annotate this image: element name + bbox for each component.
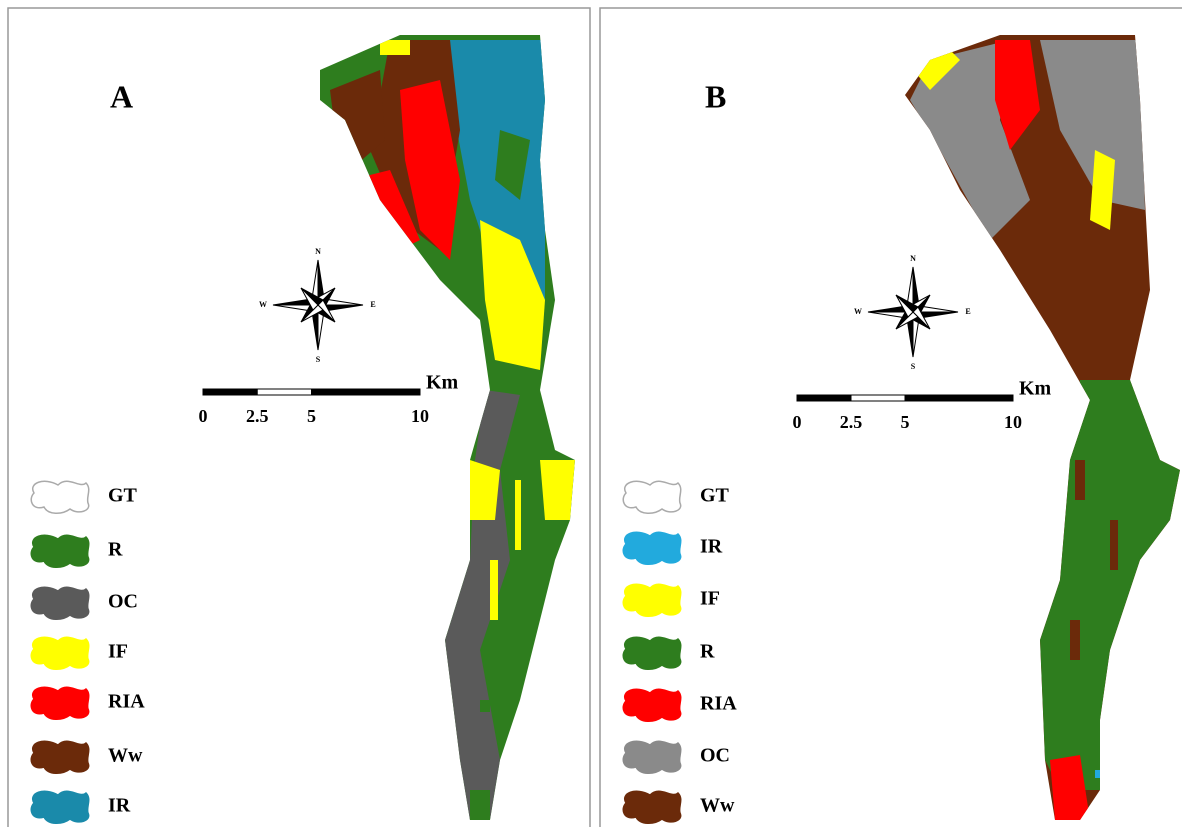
compass-label: W (259, 300, 267, 309)
legend-swatch (623, 637, 681, 669)
legend-label: GT (108, 485, 138, 507)
scale-segment (312, 389, 421, 395)
scale-segment (905, 395, 1013, 401)
scale-unit: Km (1019, 378, 1052, 400)
legend-swatch (623, 689, 681, 721)
legend-swatch (31, 741, 89, 773)
legend-label: R (108, 539, 123, 561)
map-a (300, 20, 600, 827)
scale-unit: Km (426, 372, 459, 394)
legend-label: Ww (700, 795, 735, 817)
compass-label: N (315, 247, 321, 256)
scale-segment (797, 395, 851, 401)
scale-tick-label: 0 (793, 412, 802, 432)
legend-swatch (31, 687, 89, 719)
legend-label: OC (700, 745, 730, 767)
legend-swatch (623, 791, 681, 823)
compass-label: E (370, 300, 375, 309)
scale-tick-label: 5 (307, 406, 316, 426)
compass-label: N (910, 254, 916, 263)
panel-label: B (705, 78, 726, 114)
legend-label: Ww (108, 745, 143, 767)
map-b (890, 20, 1182, 827)
legend-label: RIA (700, 693, 737, 715)
legend-label: R (700, 641, 715, 663)
compass-label: S (316, 355, 321, 364)
legend-swatch (31, 587, 89, 619)
legend-swatch (623, 532, 681, 564)
legend-swatch (31, 535, 89, 567)
scale-tick-label: 2.5 (840, 412, 863, 432)
legend-swatch (623, 741, 681, 773)
legend-label: OC (108, 591, 138, 613)
scale-tick-label: 0 (199, 406, 208, 426)
scale-segment (203, 389, 257, 395)
scale-tick-label: 10 (1004, 412, 1022, 432)
compass (868, 267, 958, 357)
legend-label: GT (700, 485, 730, 507)
scale-tick-label: 5 (901, 412, 910, 432)
legend-swatch (31, 637, 89, 669)
legend-swatch (31, 481, 89, 513)
panel-label: A (110, 78, 133, 114)
figure: A N S E W 0 2.5 5 10 Km GT R OC IF RIA Ww IR B N S E W 0 2.5 5 10… (0, 0, 1182, 827)
scale-segment (851, 395, 905, 401)
legend-label: IR (700, 536, 723, 558)
legend-label: IF (108, 641, 128, 663)
scale-segment (257, 389, 311, 395)
compass (273, 260, 363, 350)
legend-swatch (623, 584, 681, 616)
legend-label: RIA (108, 691, 145, 713)
compass-label: W (854, 307, 862, 316)
scale-tick-label: 10 (411, 406, 429, 426)
scale-tick-label: 2.5 (246, 406, 269, 426)
legend-label: IF (700, 588, 720, 610)
compass-label: E (965, 307, 970, 316)
compass-label: S (911, 362, 916, 371)
legend-swatch (31, 791, 89, 823)
legend-label: IR (108, 795, 131, 817)
legend-swatch (623, 481, 681, 513)
